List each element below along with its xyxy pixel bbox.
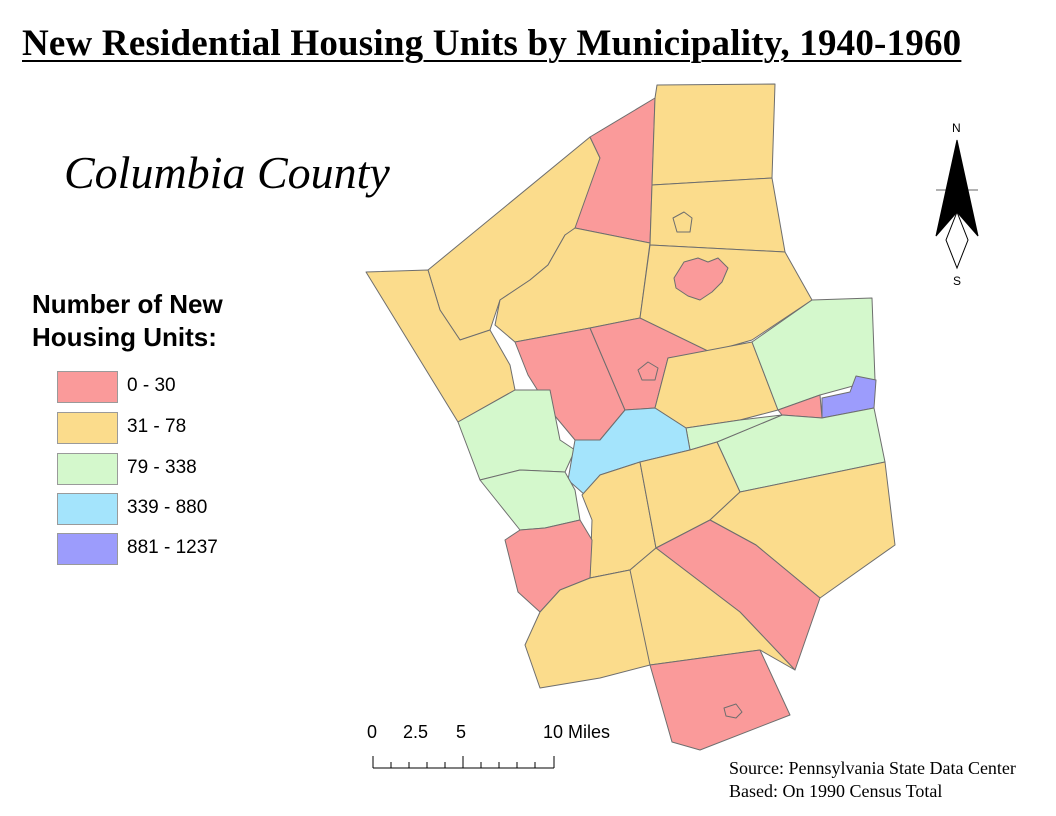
county-label: Columbia County: [64, 147, 390, 198]
legend-swatch: [57, 453, 118, 485]
scale-label-0: 0: [367, 722, 378, 742]
municipality: [504, 519, 593, 613]
municipality: [649, 649, 791, 751]
municipality: [651, 83, 776, 186]
municipality: [479, 469, 581, 531]
town: [637, 361, 659, 381]
scale-bar: [372, 756, 555, 769]
legend-label: 339 - 880: [127, 497, 208, 518]
north-arrow-icon: [935, 139, 979, 270]
map-title: New Residential Housing Units by Municip…: [22, 23, 962, 64]
town: [673, 257, 729, 301]
legend-label: 79 - 338: [127, 457, 197, 478]
south-label: S: [953, 274, 962, 288]
town: [723, 703, 743, 719]
north-label: N: [952, 121, 961, 135]
legend-label: 31 - 78: [127, 416, 187, 437]
legend-swatch: [57, 533, 118, 565]
legend-swatch: [57, 493, 118, 525]
legend-label: 0 - 30: [127, 375, 176, 396]
scale-label-10-miles: 10 Miles: [543, 722, 611, 742]
scale-label-5: 5: [456, 722, 467, 742]
legend-swatch: [57, 412, 118, 444]
legend-label: 881 - 1237: [127, 537, 218, 558]
source-line2: Based: On 1990 Census Total: [729, 781, 943, 801]
town: [672, 211, 693, 233]
legend-swatch: [57, 371, 118, 403]
municipality: [649, 177, 786, 253]
scale-label-2-5: 2.5: [403, 722, 429, 742]
legend-title-line1: Number of New: [32, 289, 223, 319]
source-line1: Source: Pennsylvania State Data Center: [729, 758, 1016, 778]
legend-title: Number of New Housing Units:: [32, 288, 292, 354]
legend-title-line2: Housing Units:: [32, 322, 217, 352]
